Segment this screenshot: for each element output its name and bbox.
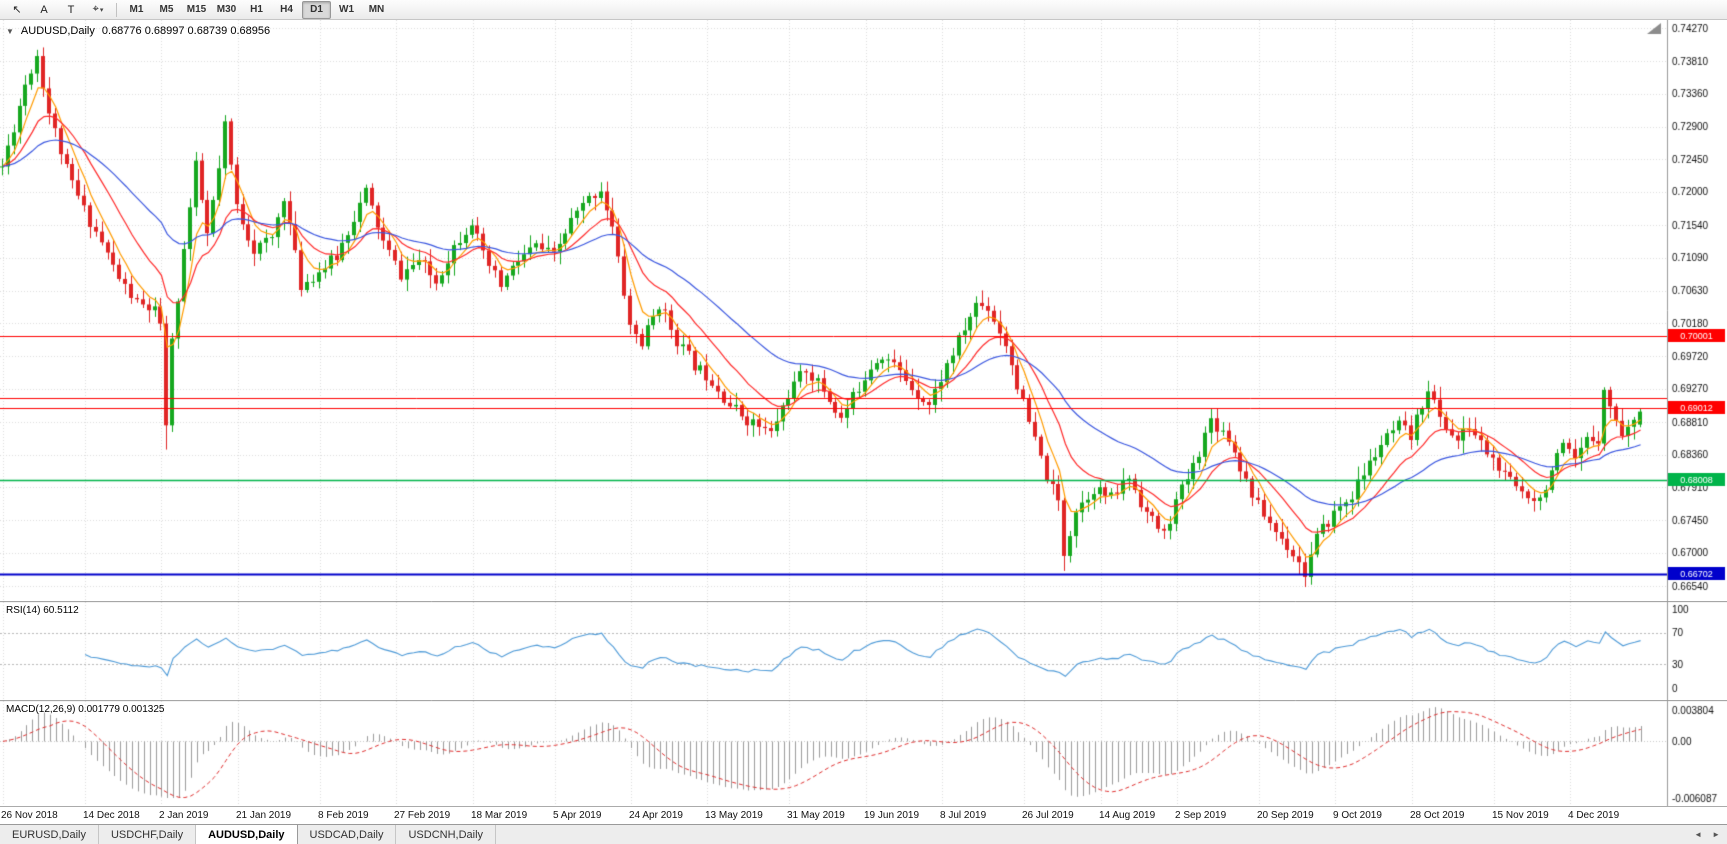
timeframe-mn[interactable]: MN bbox=[368, 4, 385, 15]
date-label: 5 Apr 2019 bbox=[553, 810, 602, 821]
tab-audusd[interactable]: AUDUSD,Daily bbox=[196, 825, 298, 844]
date-label: 28 Oct 2019 bbox=[1410, 810, 1465, 821]
toolbar-divider bbox=[116, 2, 117, 17]
date-label: 19 Jun 2019 bbox=[864, 810, 920, 821]
time-axis: 26 Nov 2018 14 Dec 2018 2 Jan 2019 21 Jan 2… bbox=[0, 806, 1727, 824]
price-chart-canvas[interactable] bbox=[0, 20, 1727, 601]
chart-tabs-bar: EURUSD,Daily USDCHF,Daily AUDUSD,Daily USDC… bbox=[0, 824, 1727, 844]
date-label: 27 Feb 2019 bbox=[394, 810, 451, 821]
rsi-indicator-canvas[interactable] bbox=[0, 601, 1727, 700]
tab-eurusd[interactable]: EURUSD,Daily bbox=[0, 825, 99, 844]
tab-usdcnh[interactable]: USDCNH,Daily bbox=[396, 825, 497, 844]
crosshair-tool-icon: ⌖ bbox=[92, 3, 99, 15]
timeframe-m5[interactable]: M5 bbox=[159, 4, 174, 15]
timeframe-m15[interactable]: M15 bbox=[186, 4, 207, 15]
date-label: 14 Dec 2018 bbox=[83, 810, 140, 821]
date-label: 14 Aug 2019 bbox=[1099, 810, 1156, 821]
timeframe-h1[interactable]: H1 bbox=[250, 4, 263, 15]
date-label: 20 Sep 2019 bbox=[1257, 810, 1314, 821]
date-label: 8 Jul 2019 bbox=[940, 810, 987, 821]
tab-usdchf[interactable]: USDCHF,Daily bbox=[98, 825, 197, 844]
date-label: 24 Apr 2019 bbox=[629, 810, 683, 821]
date-label: 2 Jan 2019 bbox=[159, 810, 209, 821]
macd-indicator-canvas[interactable] bbox=[0, 700, 1727, 806]
date-label: 4 Dec 2019 bbox=[1568, 810, 1620, 821]
timeframe-w1[interactable]: W1 bbox=[339, 4, 354, 15]
tab-scroll-right-icon[interactable]: ► bbox=[1712, 830, 1720, 839]
timeframe-d1[interactable]: D1 bbox=[302, 0, 331, 19]
cursor-tool-icon: ↖ bbox=[12, 4, 22, 16]
timeframe-m30[interactable]: M30 bbox=[216, 4, 237, 15]
text-t-tool-icon: T bbox=[67, 3, 75, 16]
tab-scroll-left-icon[interactable]: ◄ bbox=[1694, 830, 1703, 839]
date-label: 26 Nov 2018 bbox=[1, 810, 58, 821]
tab-scroll-buttons: ◄ ► bbox=[1690, 825, 1724, 844]
timeframe-h4[interactable]: H4 bbox=[280, 4, 293, 15]
date-label: 31 May 2019 bbox=[787, 810, 845, 821]
cursor-tool[interactable]: ↖ bbox=[4, 1, 30, 19]
date-label: 8 Feb 2019 bbox=[318, 810, 369, 821]
arrow-a-tool-icon: A bbox=[40, 3, 48, 16]
crosshair-tool[interactable]: ⌖ ▾ bbox=[85, 1, 111, 19]
chart-toolbar: ↖ A T ⌖ ▾ M1 M5 M15 M30 H1 H4 D1 W1 MN bbox=[0, 0, 1727, 20]
date-label: 13 May 2019 bbox=[705, 810, 763, 821]
arrow-a-tool[interactable]: A bbox=[31, 1, 57, 19]
date-label: 15 Nov 2019 bbox=[1492, 810, 1549, 821]
date-label: 18 Mar 2019 bbox=[471, 810, 528, 821]
text-t-tool[interactable]: T bbox=[58, 1, 84, 19]
date-label: 21 Jan 2019 bbox=[236, 810, 292, 821]
date-label: 2 Sep 2019 bbox=[1175, 810, 1227, 821]
date-label: 26 Jul 2019 bbox=[1022, 810, 1074, 821]
chart-stack: ▼ AUDUSD,Daily 0.68776 0.68997 0.68739 0… bbox=[0, 20, 1727, 824]
dropdown-caret-icon: ▾ bbox=[99, 6, 104, 14]
date-label: 9 Oct 2019 bbox=[1333, 810, 1382, 821]
tab-usdcad[interactable]: USDCAD,Daily bbox=[297, 825, 397, 844]
timeframe-m1[interactable]: M1 bbox=[129, 4, 144, 15]
